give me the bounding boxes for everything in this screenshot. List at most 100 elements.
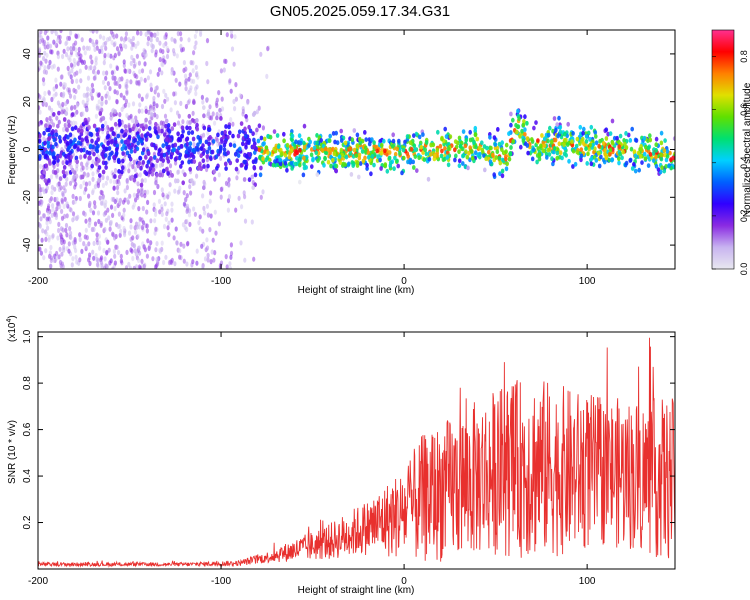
heatmap-cell-1245 <box>154 163 159 169</box>
heatmap-cell-1452 <box>72 46 76 52</box>
heatmap-cell-1592 <box>426 176 431 182</box>
heatmap-cell-112 <box>65 232 69 238</box>
heatmap-cell-229 <box>140 96 144 102</box>
heatmap-cell-47 <box>170 201 174 207</box>
heatmap-cell-622 <box>123 188 127 194</box>
heatmap-cell-1445 <box>74 33 78 39</box>
heatmap-cell-354 <box>117 249 121 256</box>
heatmap-cell-3026 <box>659 152 664 158</box>
heatmap-cell-2480 <box>121 151 125 156</box>
heatmap-cell-350 <box>143 77 147 83</box>
heatmap-cell-408 <box>48 219 52 225</box>
heatmap-cell-2528 <box>632 162 636 167</box>
heatmap-cell-2882 <box>148 166 153 171</box>
heatmap-cell-2657 <box>500 173 505 179</box>
heatmap-cell-2695 <box>565 142 570 148</box>
heatmap-cell-1665 <box>74 155 79 161</box>
heatmap-cell-1160 <box>52 63 56 69</box>
heatmap-cell-1287 <box>39 60 43 66</box>
heatmap-cell-671 <box>102 35 106 41</box>
heatmap-cell-3113 <box>58 176 63 182</box>
heatmap-cell-662 <box>134 43 138 49</box>
heatmap-cell-2719 <box>599 154 603 160</box>
heatmap-cell-325 <box>238 93 242 99</box>
heatmap-cell-1461 <box>164 216 168 222</box>
heatmap-cell-3175 <box>169 154 173 160</box>
heatmap-cell-3004 <box>638 154 643 159</box>
heatmap-cell-62 <box>86 75 91 81</box>
heatmap-cell-3085 <box>413 154 418 160</box>
heatmap-cell-667 <box>108 226 112 232</box>
heatmap-cell-1298 <box>123 102 127 108</box>
heatmap-cell-2569 <box>438 143 443 149</box>
heatmap-cell-883 <box>137 206 141 212</box>
heatmap-cell-2793 <box>244 144 248 150</box>
heatmap-cell-2713 <box>66 134 70 140</box>
heatmap-cell-1268 <box>88 202 92 208</box>
heatmap-cell-2581 <box>157 148 162 154</box>
heatmap-cell-611 <box>176 30 180 37</box>
heatmap-cell-672 <box>170 257 174 263</box>
heatmap-cell-1216 <box>148 69 153 75</box>
heatmap-cell-1462 <box>217 172 221 178</box>
heatmap-cell-2122 <box>139 182 144 188</box>
heatmap-cell-2782 <box>412 143 417 149</box>
heatmap-cell-544 <box>195 248 199 254</box>
heatmap-cell-906 <box>156 92 160 98</box>
heatmap-cell-3070 <box>114 150 119 156</box>
heatmap-cell-2314 <box>185 125 189 131</box>
heatmap-cell-2624 <box>571 148 576 154</box>
heatmap-cell-1104 <box>191 259 195 265</box>
heatmap-cell-1499 <box>131 235 135 241</box>
heatmap-cell-2137 <box>202 113 206 119</box>
heatmap-cell-3011 <box>630 166 635 171</box>
heatmap-cell-1249 <box>206 257 210 263</box>
heatmap-cell-3040 <box>66 154 71 160</box>
heatmap-cell-2116 <box>184 149 189 155</box>
heatmap-cell-829 <box>154 247 158 253</box>
heatmap-cell-763 <box>103 256 107 262</box>
heatmap-cell-1127 <box>90 82 94 88</box>
heatmap-cell-2804 <box>395 146 400 152</box>
heatmap-cell-2968 <box>478 151 482 157</box>
heatmap-cell-3083 <box>429 142 433 148</box>
heatmap-cell-2578 <box>470 155 475 161</box>
heatmap-cell-2617 <box>228 160 233 166</box>
heatmap-cell-564 <box>145 228 149 234</box>
heatmap-cell-1085 <box>195 70 199 77</box>
heatmap-cell-2420 <box>41 150 46 156</box>
heatmap-cell-985 <box>232 98 236 105</box>
heatmap-cell-626 <box>104 93 108 99</box>
heatmap-cell-1700 <box>120 169 124 175</box>
heatmap-cell-2397 <box>282 131 286 137</box>
heatmap-cell-1258 <box>43 50 47 56</box>
heatmap-cell-1219 <box>154 49 158 55</box>
heatmap-cell-2075 <box>302 140 306 146</box>
heatmap-cell-1180 <box>172 235 176 241</box>
colorbar-tick-label-3: 0.6 <box>739 103 749 116</box>
heatmap-cell-2928 <box>164 137 169 143</box>
heatmap-cell-888 <box>182 60 186 66</box>
heatmap-cell-2800 <box>289 160 294 166</box>
heatmap-cell-1225 <box>224 254 228 260</box>
heatmap-cell-2783 <box>662 148 667 154</box>
heatmap-cell-2490 <box>588 136 592 142</box>
heatmap-cell-2702 <box>331 146 335 152</box>
heatmap-cell-1292 <box>63 82 68 88</box>
heatmap-cell-2863 <box>361 158 366 164</box>
heatmap-cell-430 <box>52 93 56 99</box>
heatmap-cell-267 <box>96 210 101 216</box>
heatmap-cell-1251 <box>136 181 140 187</box>
heatmap-cell-2253 <box>153 129 158 135</box>
heatmap-cell-1196 <box>157 198 162 204</box>
heatmap-cell-849 <box>162 42 166 49</box>
heatmap-cell-2712 <box>244 133 248 139</box>
heatmap-cell-1165 <box>96 258 100 264</box>
heatmap-cell-213 <box>127 102 131 108</box>
spectrogram-x-label: Height of straight line (km) <box>298 285 415 296</box>
heatmap-cell-2512 <box>123 139 128 145</box>
heatmap-cell-814 <box>81 165 85 171</box>
heatmap-cell-394 <box>100 100 104 106</box>
heatmap-cell-2654 <box>500 147 504 153</box>
heatmap-cell-2321 <box>220 130 225 136</box>
